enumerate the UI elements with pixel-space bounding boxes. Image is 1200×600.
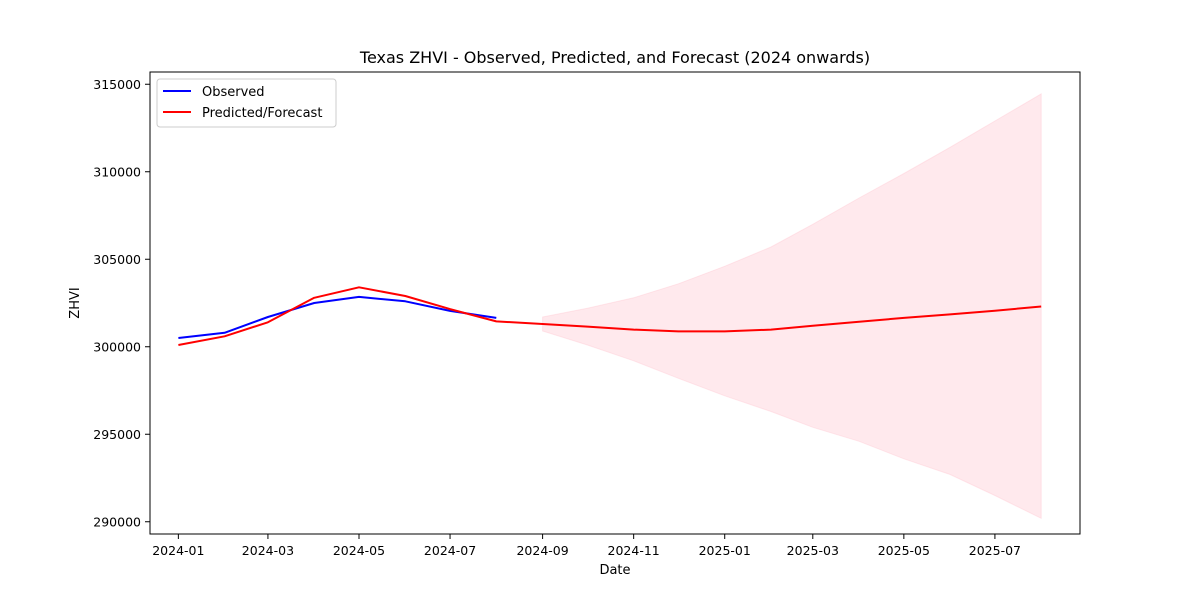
- confidence-band-layer: [542, 93, 1042, 520]
- x-tick-label: 2025-03: [787, 543, 839, 558]
- x-tick-label: 2024-11: [608, 543, 660, 558]
- series-line-observed: [178, 295, 497, 339]
- y-tick-label: 300000: [93, 339, 141, 354]
- legend: Observed Predicted/Forecast: [156, 78, 337, 128]
- x-axis: 2024-01 2024-03 2024-05 2024-07 2024-09 2024-…: [152, 534, 1021, 558]
- y-axis: 290000 295000 300000 305000 310000 315000: [93, 77, 150, 529]
- x-tick-label: 2024-03: [242, 543, 294, 558]
- x-tick-label: 2025-05: [878, 543, 930, 558]
- y-tick-label: 295000: [93, 427, 141, 442]
- legend-box: [156, 78, 337, 128]
- x-tick-label: 2024-09: [516, 543, 568, 558]
- legend-label-predicted-forecast: Predicted/Forecast: [202, 106, 322, 121]
- y-tick-label: 305000: [93, 252, 141, 267]
- series-layer: [178, 286, 1042, 346]
- y-tick-label: 315000: [93, 77, 141, 92]
- forecast-confidence-band: [542, 93, 1042, 520]
- chart-title: Texas ZHVI - Observed, Predicted, and Fo…: [359, 48, 870, 67]
- plot-area-frame: [149, 71, 1081, 535]
- y-axis-label: ZHVI: [68, 287, 83, 318]
- x-tick-label: 2025-01: [699, 543, 751, 558]
- x-tick-label: 2025-07: [969, 543, 1021, 558]
- y-tick-label: 290000: [93, 514, 141, 529]
- x-axis-label: Date: [599, 563, 630, 578]
- x-tick-label: 2024-07: [424, 543, 476, 558]
- legend-label-observed: Observed: [202, 85, 265, 100]
- y-tick-label: 310000: [93, 164, 141, 179]
- x-tick-label: 2024-01: [152, 543, 204, 558]
- series-line-predicted-forecast: [178, 286, 1042, 346]
- x-tick-label: 2024-05: [333, 543, 385, 558]
